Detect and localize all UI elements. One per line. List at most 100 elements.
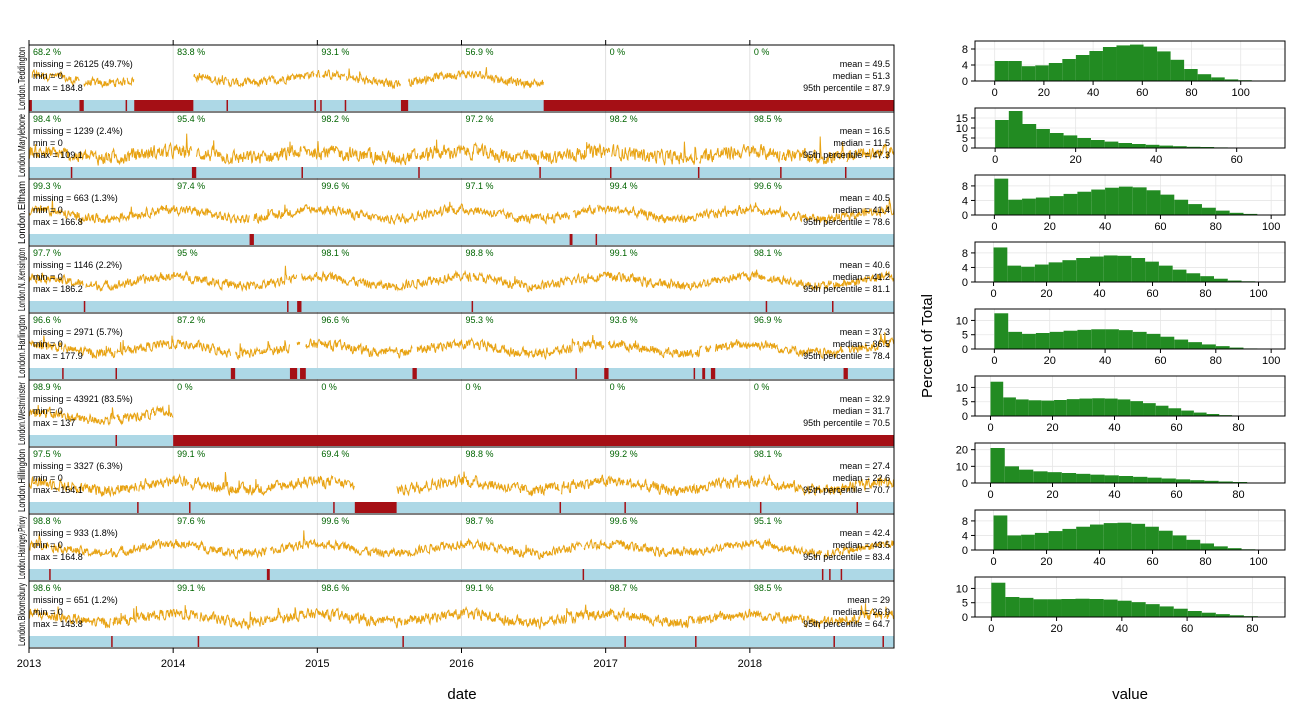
min-stat: min = 0 [33, 272, 63, 282]
missing-data-block [301, 167, 303, 178]
histogram-bar [1131, 523, 1146, 550]
concentration-line [28, 272, 84, 288]
histogram-bar [1015, 399, 1029, 416]
histogram-bar [993, 247, 1008, 282]
missing-data-block [833, 636, 835, 647]
histogram-bar [1035, 333, 1050, 349]
missing-data-block [840, 569, 843, 580]
hist-x-tick-label: 100 [1249, 556, 1267, 568]
histogram-bar [1048, 63, 1063, 81]
concentration-line [576, 334, 605, 354]
concentration-line [625, 474, 761, 497]
hist-x-tick-label: 20 [1046, 489, 1058, 501]
concentration-line [321, 69, 345, 81]
histogram-bar [1089, 524, 1104, 550]
missing-data-block [297, 301, 302, 312]
capture-percent-label: 95.4 % [177, 114, 205, 124]
histogram-bar [1049, 133, 1064, 148]
histogram-bar [1147, 477, 1162, 483]
histogram-bar [1157, 51, 1171, 81]
hist-y-tick-label: 10 [956, 315, 968, 327]
concentration-line [190, 471, 334, 497]
missing-data-block [137, 502, 139, 513]
missing-data-block [575, 368, 577, 379]
concentration-line [28, 144, 72, 162]
concentration-line [572, 204, 596, 219]
histogram-bar [1077, 138, 1091, 148]
histogram-bar [1186, 146, 1201, 148]
concentration-line [301, 269, 472, 292]
mean-stat: mean = 42.4 [840, 528, 890, 538]
histogram-bar [1118, 476, 1134, 483]
timeseries-panel: 98.4 % 95.4 % 98.2 % 97.2 % 98.2 % 98.5 % miss… [17, 111, 895, 180]
hist-x-tick-label: 100 [1249, 288, 1267, 300]
hist-y-tick-label: 5 [962, 397, 968, 409]
histogram-bar [1005, 597, 1020, 617]
histogram-bar [1008, 61, 1022, 81]
concentration-line [540, 142, 611, 165]
histogram-bar [1007, 265, 1022, 282]
hist-x-tick-label: 40 [1093, 288, 1105, 300]
histogram-bar [1047, 599, 1062, 617]
histogram-bar [1170, 59, 1185, 81]
hist-x-tick-label: 80 [1246, 623, 1258, 635]
hist-y-tick-label: 5 [962, 330, 968, 342]
missing-stat: missing = 26125 (49.7%) [33, 59, 133, 69]
histogram-bar [1188, 342, 1202, 349]
missing-stat: missing = 651 (1.2%) [33, 595, 118, 605]
hist-x-tick-label: 60 [1154, 221, 1166, 233]
histogram-bar [1160, 194, 1175, 215]
histogram-bar [1021, 266, 1035, 282]
missing-data-block [320, 100, 322, 111]
histogram-panel: 0 20 40 60 80 0 10 20 [956, 442, 1286, 501]
timeseries-panel: 98.6 % 99.1 % 98.6 % 99.1 % 98.7 % 98.5 % miss… [17, 580, 895, 649]
concentration-line [583, 538, 823, 559]
capture-percent-label: 95.3 % [466, 315, 494, 325]
missing-stat: missing = 3327 (6.3%) [33, 461, 123, 471]
capture-percent-label: 96.9 % [754, 315, 782, 325]
max-stat: max = 166.8 [33, 217, 83, 227]
concentration-line [823, 549, 830, 559]
histogram-bar [1188, 204, 1202, 215]
histogram-bar [1184, 69, 1198, 81]
x-tick-label: 2013 [17, 658, 41, 670]
missing-data-block [289, 368, 298, 379]
concentration-line [302, 141, 419, 167]
histogram-bar [1161, 478, 1176, 483]
histogram-bar [1173, 608, 1188, 617]
p95-stat: 95th percentile = 70.5 [803, 418, 890, 428]
hist-x-tick-label: 60 [1154, 355, 1166, 367]
hist-y-tick-label: 15 [956, 113, 968, 125]
histogram-bar [1019, 469, 1034, 483]
hist-x-tick-label: 20 [1038, 87, 1050, 99]
histogram-bar [1022, 124, 1037, 148]
hist-x-tick-label: 40 [1099, 355, 1111, 367]
histogram-bar [1227, 280, 1242, 282]
hist-y-tick-label: 0 [962, 344, 968, 356]
hist-y-tick-label: 10 [956, 123, 968, 135]
median-stat: median = 41.2 [833, 272, 890, 282]
histogram-bar [1172, 269, 1187, 282]
concentration-line [199, 607, 403, 631]
histogram-bar [1159, 145, 1174, 148]
histogram-bar [1102, 47, 1117, 81]
missing-data-block [134, 100, 194, 111]
histogram-bar [1103, 599, 1118, 617]
histogram-bar [1117, 600, 1132, 617]
concentration-line [857, 476, 895, 491]
hist-y-tick-label: 0 [962, 76, 968, 88]
missing-data-block [569, 234, 573, 245]
histogram-panel: 0 20 40 60 80 100 0 4 8 [962, 174, 1286, 233]
histogram-x-axis-label: value [1112, 686, 1148, 703]
capture-percent-label: 98.2 % [321, 114, 349, 124]
histogram-bar [1118, 143, 1133, 148]
concentration-line [832, 270, 895, 290]
concentration-line [28, 533, 50, 551]
hist-y-tick-label: 4 [962, 195, 968, 207]
histogram-panel: 0 20 40 60 80 100 0 4 8 [962, 509, 1286, 568]
median-stat: median = 22.6 [833, 473, 890, 483]
histogram-bar [1186, 539, 1201, 550]
concentration-line [28, 199, 250, 225]
histogram-bar [1063, 135, 1078, 148]
histogram-bar [1104, 141, 1119, 148]
